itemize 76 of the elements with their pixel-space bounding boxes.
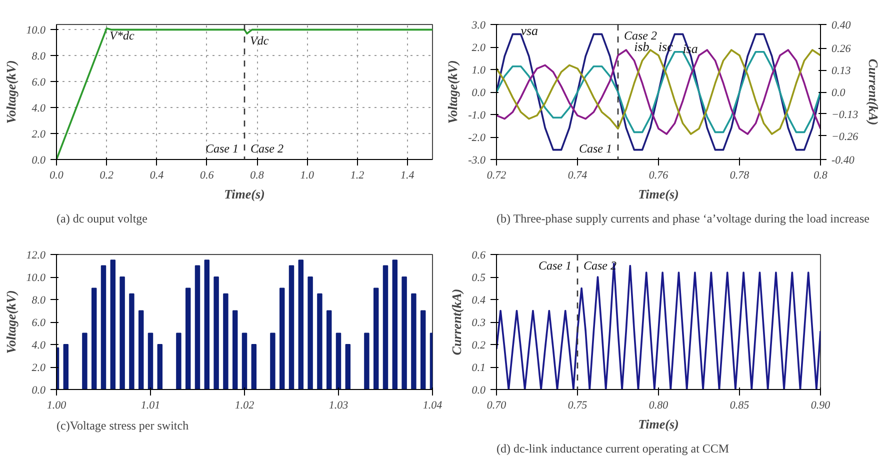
y2-tick-label: -0.40 [832,154,855,166]
x-tick-label: 1.00 [46,400,67,412]
y-tick-label: 2.0 [472,42,486,54]
y-tick-label: 0.0 [472,87,486,99]
x-tick-label: 0.0 [50,170,64,182]
y-axis-title: Voltage(kV) [3,290,18,354]
x-tick-label: 0.72 [486,170,507,182]
y-tick-label: 10.0 [26,24,46,37]
x-tick-label: 0.75 [568,400,588,412]
x-tick-label: 0.4 [150,170,164,182]
x-tick-label: 0.90 [810,400,831,412]
y-tick-label: 0.2 [472,340,486,352]
x-tick-label: 0.2 [100,170,114,182]
x-tick-label: 0.78 [730,170,750,182]
y-tick-label: 4.0 [32,102,46,115]
y-tick-label: 4.0 [32,340,46,352]
annotation: Case 2 [250,142,284,156]
y2-tick-label: −0.13 [832,108,859,121]
y2-tick-label: −0.26 [832,130,859,143]
y2-tick-label: 0.26 [832,43,852,56]
y-tick-label: 0.0 [32,384,46,396]
y-tick-label: 0.3 [472,317,486,329]
y-tick-label: -2.0 [468,132,486,144]
y-tick-label: -3.0 [468,154,486,166]
x-tick-label: 1.01 [140,400,160,412]
x-tick-label: 1.03 [328,400,349,412]
y2-axis-title: Current(kA) [866,58,882,126]
annotation: Case 1 [206,142,238,156]
text: (a) dc ouput voltge [56,212,148,226]
annotation: Vdc [250,34,270,48]
text: (b) Three-phase supply currents and phase ‘a’voltage during the load increase [496,212,870,226]
annotation: Case 1 [579,142,612,156]
x-tick-label: 0.76 [648,170,669,182]
x-tick-label: 1.2 [350,170,365,182]
y-axis-title: Voltage(kV) [3,60,18,124]
y-tick-label: 0.0 [472,384,486,396]
y-tick-label: 0.5 [472,272,486,284]
series-label: vsa [520,23,539,38]
y-axis-title: Current(kA) [448,288,464,356]
y-tick-label: 0.1 [472,362,486,374]
x-tick-label: 0.8 [250,170,264,182]
x-tick-label: 0.6 [200,170,214,182]
x-tick-label: 1.4 [400,170,415,182]
x-tick-label: 1.04 [422,400,443,412]
y-tick-label: 8.0 [32,50,46,63]
x-tick-label: 0.70 [486,400,507,412]
y-tick-label: 3.0 [470,20,486,32]
x-axis-title: Time(s) [638,416,679,432]
x-axis-title: Time(s) [224,186,265,202]
y-tick-label: 2.0 [32,362,46,374]
y-tick-label: -1.0 [468,110,486,122]
y-tick-label: 12.0 [26,250,46,262]
text: (c)Voltage stress per switch [56,418,189,432]
y-tick-label: 8.0 [32,294,46,306]
y-tick-label: 6.0 [32,76,46,89]
y-tick-label: 1.0 [472,64,486,76]
annotation: V*dc [110,28,135,42]
x-tick-label: 0.8 [814,170,828,182]
y2-tick-label: 0.0 [832,87,846,99]
x-tick-label: 0.80 [648,400,669,412]
y-axis-title: Voltage(kV) [445,60,460,124]
y-tick-label: 0.6 [472,250,486,262]
text: (d) dc-link inductance current operating at CCM [496,442,730,456]
x-tick-label: 0.85 [730,400,750,412]
y-tick-label: 2.0 [32,128,46,141]
x-tick-label: 1.0 [300,170,315,182]
y2-tick-label: 0.40 [832,20,852,32]
annotation: Case 1 [538,258,572,272]
x-tick-label: 1.02 [234,400,255,412]
y-tick-label: 0.0 [32,154,46,166]
x-tick-label: 0.74 [568,170,588,182]
y2-tick-label: 0.13 [832,65,852,78]
x-axis-title: Time(s) [638,186,679,202]
y-tick-label: 10.0 [26,272,46,284]
y-tick-label: 6.0 [32,317,46,329]
y-tick-label: 0.4 [472,294,486,306]
